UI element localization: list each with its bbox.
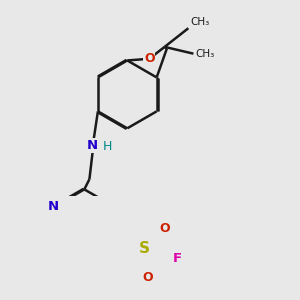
Text: H: H [102, 140, 112, 154]
Text: F: F [172, 252, 182, 266]
Text: S: S [139, 241, 150, 256]
Text: CH₃: CH₃ [195, 49, 214, 59]
Text: O: O [159, 222, 170, 235]
Text: CH₃: CH₃ [190, 16, 209, 26]
Text: O: O [142, 271, 153, 284]
Text: N: N [87, 139, 98, 152]
Text: N: N [48, 200, 59, 213]
Text: O: O [144, 52, 154, 65]
